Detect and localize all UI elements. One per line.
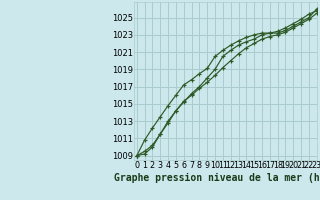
X-axis label: Graphe pression niveau de la mer (hPa): Graphe pression niveau de la mer (hPa) [114,173,320,183]
